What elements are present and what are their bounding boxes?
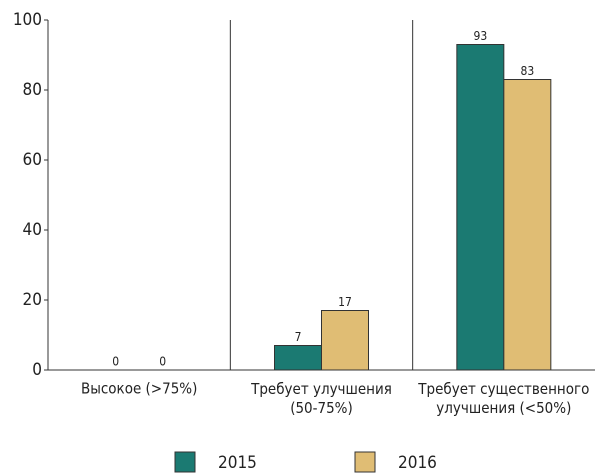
y-tick-label: 60 (23, 150, 42, 170)
value-label: 0 (112, 355, 119, 369)
legend-swatch (354, 451, 376, 473)
value-label: 17 (338, 295, 352, 309)
x-tick-label: Требует существенного улучшения (<50%) (417, 380, 589, 417)
legend-label: 2015 (218, 453, 257, 473)
bar (503, 79, 552, 371)
y-tick-label: 40 (23, 220, 42, 240)
value-label: 7 (295, 330, 302, 344)
value-label: 0 (159, 355, 166, 369)
legend-label: 2016 (398, 453, 437, 473)
y-tick-label: 100 (13, 10, 42, 30)
x-tick-label: Требует улучшения (50-75%) (250, 380, 392, 417)
value-label: 83 (520, 64, 534, 78)
y-tick-label: 0 (32, 360, 42, 380)
bar (456, 44, 505, 371)
x-tick-label: Высокое (>75%) (81, 380, 197, 398)
bar (274, 345, 322, 371)
y-tick-label: 20 (23, 290, 42, 310)
legend-swatch (174, 451, 196, 473)
bar (321, 310, 369, 371)
value-label: 93 (473, 29, 487, 43)
y-tick-label: 80 (23, 80, 42, 100)
